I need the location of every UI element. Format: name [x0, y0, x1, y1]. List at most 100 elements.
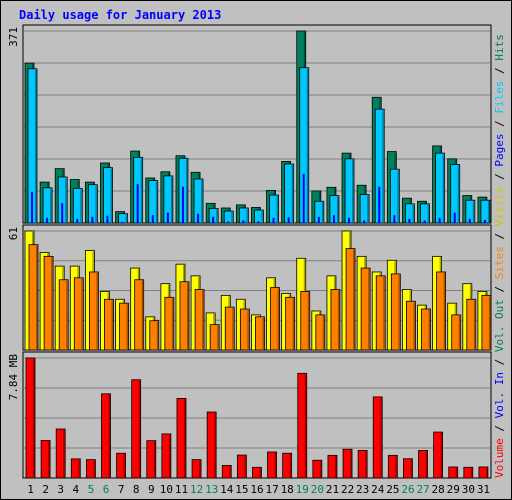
bar-sites-day-26	[406, 300, 416, 351]
bar-shade	[93, 460, 95, 478]
x-tick-label-5: 5	[88, 483, 95, 496]
x-tick-label-27: 27	[416, 483, 429, 496]
bar-volume-day-17	[267, 451, 277, 479]
x-tick-label-6: 6	[103, 483, 110, 496]
bar-volume-day-20	[312, 459, 323, 479]
bar-sites-day-12	[194, 289, 205, 351]
bar-shade	[171, 298, 174, 350]
bar-pages-day-5	[91, 216, 94, 223]
bar-shade	[111, 300, 113, 350]
panel-frame	[22, 351, 492, 479]
x-tick-label-21: 21	[326, 483, 339, 496]
bar-volume-day-8	[131, 379, 142, 479]
panel-max-label: 61	[7, 227, 20, 240]
x-tick-label-23: 23	[356, 483, 369, 496]
bar-pages-day-17	[272, 217, 275, 223]
bar-shade	[458, 315, 461, 350]
legend-entry-4: Vol. Out	[493, 299, 506, 352]
bar-pages-day-10	[166, 212, 169, 223]
bar-shade	[291, 165, 294, 223]
legend-entry-10: Pages	[493, 134, 506, 167]
bar-shade	[244, 456, 246, 478]
bar-sites-day-21	[330, 289, 341, 351]
bar-shade	[156, 321, 159, 350]
bar-volume-day-23	[357, 450, 368, 479]
bar-pages-day-13	[212, 216, 215, 223]
bar-volume-day-27	[418, 450, 428, 479]
bar-volume-day-14	[221, 465, 232, 479]
bar-shade	[488, 296, 491, 350]
bar-volume-day-6	[101, 393, 111, 479]
bar-pages-day-29	[453, 212, 456, 223]
bar-shade	[427, 204, 430, 223]
x-tick-label-2: 2	[42, 483, 49, 496]
bar-shade	[442, 154, 445, 223]
bar-shade	[35, 69, 37, 223]
bar-shade	[217, 325, 219, 350]
bar-shade	[455, 467, 458, 478]
bar-sites-day-31	[481, 294, 492, 351]
bar-pages-day-24	[378, 186, 381, 223]
x-tick-label-4: 4	[73, 483, 80, 496]
bar-pages-day-7	[121, 221, 124, 223]
bar-shade	[367, 195, 369, 223]
x-tick-label-31: 31	[477, 483, 490, 496]
bar-pages-day-19	[302, 173, 305, 223]
bar-shade	[382, 110, 384, 223]
bar-shade	[440, 433, 443, 478]
bar-pages-day-31	[483, 219, 486, 223]
bar-shade	[141, 280, 144, 350]
bar-shade	[412, 204, 414, 223]
bar-shade	[473, 300, 476, 350]
bar-shade	[336, 196, 339, 223]
bar-sites-day-8	[134, 279, 145, 351]
bar-sites-day-16	[255, 316, 265, 351]
bar-pages-day-16	[257, 221, 260, 223]
bar-shade	[428, 310, 431, 350]
bar-volume-day-7	[116, 452, 126, 479]
bar-shade	[66, 280, 68, 350]
bar-volume-day-2	[40, 440, 51, 479]
bar-volume-day-31	[478, 466, 489, 479]
bar-volume-day-19	[297, 372, 308, 479]
x-tick-label-3: 3	[57, 483, 64, 496]
legend-entry-11: /	[493, 114, 506, 134]
bar-shade	[78, 459, 80, 478]
legend-entry-12: Files	[493, 81, 506, 114]
bar-shade	[365, 451, 367, 478]
bar-sites-day-13	[209, 324, 220, 351]
x-tick-label-9: 9	[148, 483, 155, 496]
bar-shade	[199, 460, 201, 478]
bar-pages-day-11	[181, 186, 184, 223]
bar-shade	[319, 461, 322, 478]
bar-sites-day-18	[285, 296, 296, 351]
legend-entry-14: Hits	[493, 34, 506, 61]
bar-pages-day-28	[438, 217, 441, 223]
bar-shade	[153, 441, 156, 478]
bar-shade	[470, 468, 473, 478]
bar-shade	[183, 399, 186, 478]
bar-shade	[350, 450, 352, 478]
x-tick-label-30: 30	[462, 483, 475, 496]
bar-pages-day-9	[151, 215, 154, 223]
legend-entry-13: /	[493, 61, 506, 81]
bar-shade	[457, 165, 460, 223]
bar-shade	[304, 374, 307, 478]
bar-sites-day-11	[179, 281, 190, 351]
bar-volume-day-3	[55, 428, 66, 479]
bar-pages-day-26	[408, 218, 411, 223]
bar-pages-day-15	[242, 220, 245, 223]
bar-sites-day-19	[300, 291, 311, 351]
bar-shade	[125, 214, 128, 223]
bar-volume-day-5	[85, 459, 96, 479]
bar-shade	[487, 201, 490, 223]
x-tick-label-13: 13	[205, 483, 218, 496]
bar-shade	[33, 359, 35, 478]
bar-sites-day-7	[119, 302, 129, 351]
bar-sites-day-6	[104, 298, 114, 351]
bar-volume-day-11	[176, 398, 187, 479]
bar-volume-day-1	[25, 357, 36, 479]
bar-shade	[395, 456, 397, 478]
bar-shade	[95, 185, 97, 223]
